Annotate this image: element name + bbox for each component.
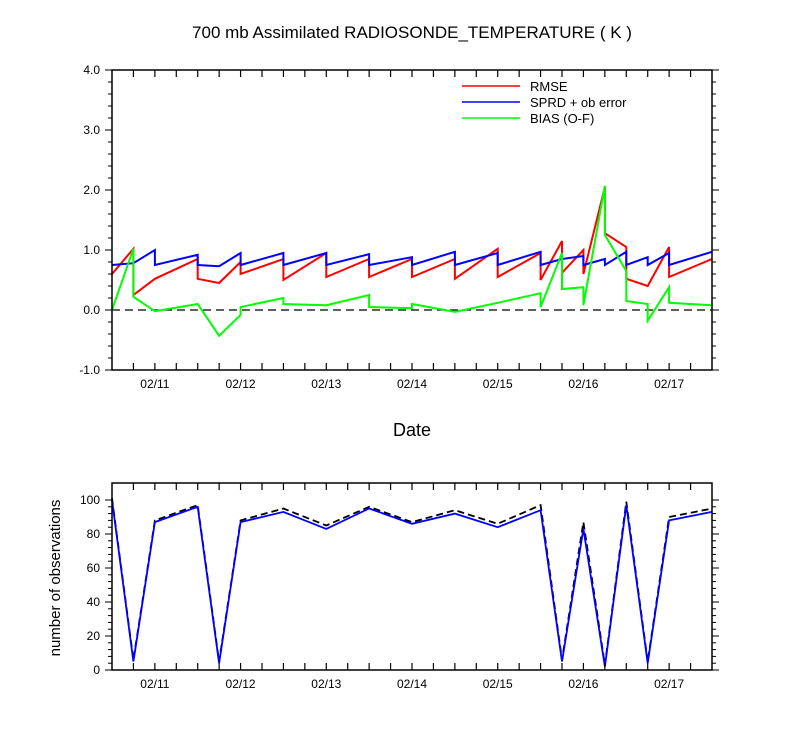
x-tick-label: 02/16 xyxy=(568,377,598,391)
bottom-ticks: 0 20 40 60 80 100 02/11 02/12 02/13 02/14 02/15 02/… xyxy=(80,483,719,691)
x-tick-label: 02/12 xyxy=(226,377,256,391)
y-tick-label: 80 xyxy=(87,527,101,541)
y-tick-label: 0.0 xyxy=(83,303,100,317)
chart-title: 700 mb Assimilated RADIOSONDE_TEMPERATUR… xyxy=(192,23,632,42)
y-tick-label: 2.0 xyxy=(83,183,100,197)
x-tick-label: 02/14 xyxy=(397,377,427,391)
top-ticks: -1.0 0.0 1.0 2.0 3.0 4.0 02/11 02/12 02/13 02/14 0… xyxy=(79,63,719,391)
y-tick-label: 1.0 xyxy=(83,243,100,257)
legend-label-sprd-ob-error: SPRD + ob error xyxy=(530,95,627,110)
y-tick-label: 20 xyxy=(87,629,101,643)
x-tick-label: 02/13 xyxy=(311,677,341,691)
bottom-plot-frame xyxy=(111,482,713,671)
x-tick-label: 02/15 xyxy=(483,377,513,391)
x-tick-label: 02/11 xyxy=(140,677,169,691)
x-axis-label: Date xyxy=(393,420,431,440)
series-bias-o-f xyxy=(111,185,713,338)
series-rmse xyxy=(111,186,713,298)
x-tick-label: 02/17 xyxy=(654,377,684,391)
x-tick-label: 02/17 xyxy=(654,677,684,691)
x-tick-label: 02/12 xyxy=(226,677,256,691)
series-sprd-ob-error xyxy=(111,248,713,268)
top-panel: -1.0 0.0 1.0 2.0 3.0 4.0 02/11 02/12 02/13 02/14 0… xyxy=(79,63,719,391)
y-tick-label: 100 xyxy=(80,493,100,507)
y-tick-label: 0 xyxy=(93,663,100,677)
y-axis-label-observations: number of observations xyxy=(47,500,64,657)
series-used xyxy=(111,499,713,667)
bottom-series xyxy=(111,498,713,667)
y-tick-label: -1.0 xyxy=(79,363,100,377)
top-plot-frame xyxy=(111,69,713,371)
y-tick-label: 4.0 xyxy=(83,63,100,77)
x-tick-label: 02/11 xyxy=(140,377,169,391)
top-series xyxy=(111,185,713,338)
y-tick-label: 60 xyxy=(87,561,101,575)
legend-label-rmse: RMSE xyxy=(530,79,568,94)
x-tick-label: 02/16 xyxy=(568,677,598,691)
x-tick-label: 02/13 xyxy=(311,377,341,391)
bottom-panel: 0 20 40 60 80 100 02/11 02/12 02/13 02/14 02/15 02/… xyxy=(80,482,719,691)
y-tick-label: 40 xyxy=(87,595,101,609)
x-tick-label: 02/14 xyxy=(397,677,427,691)
legend-label-bias-o-f: BIAS (O-F) xyxy=(530,111,594,126)
x-tick-label: 02/15 xyxy=(483,677,513,691)
y-tick-label: 3.0 xyxy=(83,123,100,137)
